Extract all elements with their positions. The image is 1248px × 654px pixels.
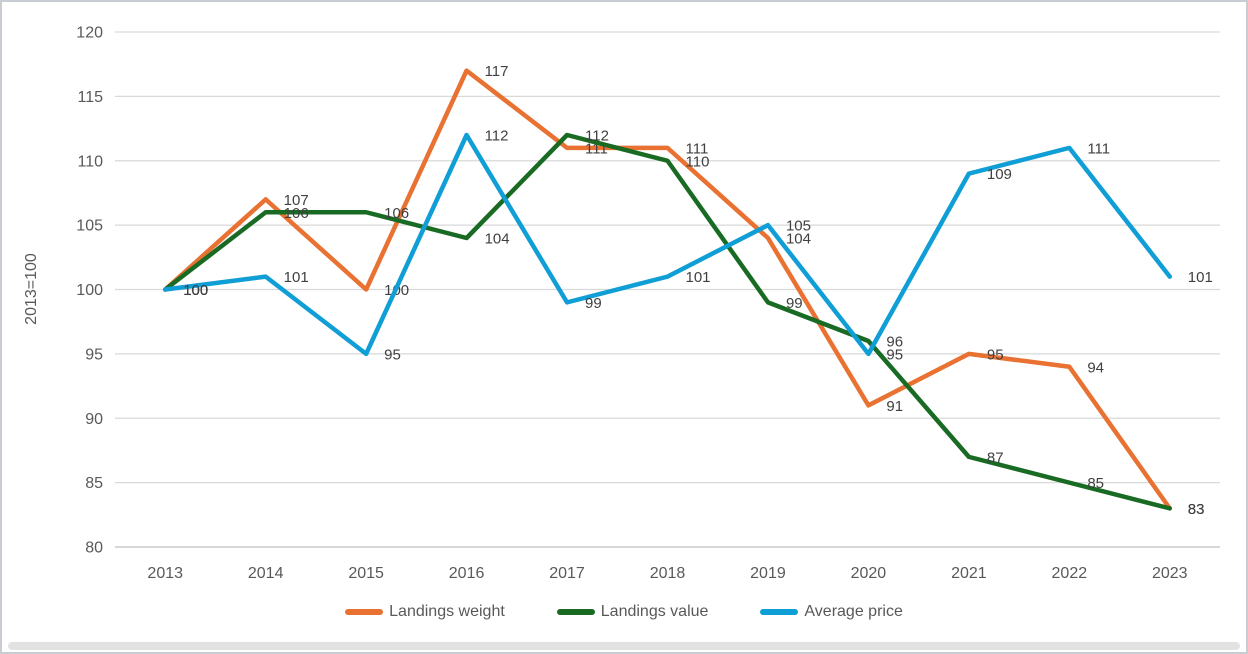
legend-item-landings-value: Landings value	[556, 603, 709, 621]
y-tick-label: 85	[85, 475, 103, 492]
y-tick-label: 95	[85, 346, 103, 363]
y-tick-label: 120	[76, 25, 103, 42]
data-label-landings-value: 83	[1188, 501, 1205, 518]
x-tick-label: 2013	[147, 565, 183, 582]
x-tick-label: 2022	[1052, 565, 1088, 582]
y-tick-label: 80	[85, 540, 103, 557]
data-label-average-price: 95	[384, 346, 401, 363]
series-line-landings-value	[162, 132, 1173, 511]
x-tick-label: 2015	[348, 565, 384, 582]
x-tick-label: 2021	[951, 565, 987, 582]
data-label-landings-value: 104	[485, 231, 510, 248]
data-label-average-price: 100	[183, 282, 208, 299]
x-tick-label: 2014	[248, 565, 284, 582]
data-label-landings-value: 96	[886, 334, 903, 351]
data-label-average-price: 101	[686, 269, 711, 286]
data-label-average-price: 111	[1087, 140, 1110, 157]
horizontal-scrollbar[interactable]	[8, 642, 1240, 650]
y-tick-label: 115	[77, 89, 103, 106]
data-label-landings-weight: 94	[1087, 359, 1104, 376]
y-tick-label: 110	[77, 153, 103, 170]
legend-item-average-price: Average price	[760, 603, 903, 621]
data-label-landings-weight: 104	[786, 231, 811, 248]
data-label-average-price: 101	[1188, 269, 1213, 286]
data-label-landings-value: 110	[686, 153, 710, 170]
x-tick-label: 2016	[449, 565, 485, 582]
data-label-landings-weight: 111	[686, 140, 709, 157]
legend-label: Average price	[804, 603, 903, 620]
data-label-average-price: 109	[987, 166, 1012, 183]
y-axis-title: 2013=100	[23, 253, 40, 325]
series-line-landings-weight	[162, 68, 1173, 511]
legend-item-landings-weight: Landings weight	[345, 603, 505, 621]
data-label-average-price: 95	[886, 346, 903, 363]
data-label-average-price: 112	[485, 128, 509, 145]
y-tick-label: 105	[76, 218, 103, 235]
legend-line-swatch-green	[556, 609, 595, 615]
y-tick-label: 100	[76, 282, 103, 299]
data-label-average-price: 105	[786, 218, 811, 235]
data-label-average-price: 99	[585, 295, 602, 312]
x-tick-label: 2017	[549, 565, 585, 582]
data-label-landings-value: 99	[786, 295, 803, 312]
x-tick-label: 2023	[1152, 565, 1188, 582]
data-label-landings-weight: 95	[987, 346, 1004, 363]
data-label-landings-weight: 117	[485, 63, 509, 80]
data-label-landings-weight: 107	[284, 192, 309, 209]
x-tick-label: 2019	[750, 565, 786, 582]
data-label-landings-value: 106	[384, 205, 409, 222]
legend-label: Landings value	[600, 603, 709, 620]
data-label-landings-value: 106	[284, 205, 309, 222]
data-label-average-price: 101	[284, 269, 309, 286]
legend-line-swatch-blue	[760, 609, 799, 615]
legend-line-swatch-orange	[345, 609, 384, 615]
legend-label: Landings weight	[389, 603, 505, 620]
data-label-landings-value: 85	[1087, 475, 1104, 492]
series-line-average-price	[162, 132, 1173, 357]
data-label-landings-weight: 83	[1188, 501, 1205, 518]
data-label-landings-value: 112	[585, 128, 609, 145]
data-label-landings-value: 87	[987, 449, 1004, 466]
chart-legend: Landings weight Landings value Average p…	[2, 603, 1246, 621]
x-tick-label: 2018	[650, 565, 686, 582]
x-tick-label: 2020	[851, 565, 887, 582]
data-label-landings-weight: 91	[886, 398, 903, 415]
y-tick-label: 90	[85, 411, 103, 428]
